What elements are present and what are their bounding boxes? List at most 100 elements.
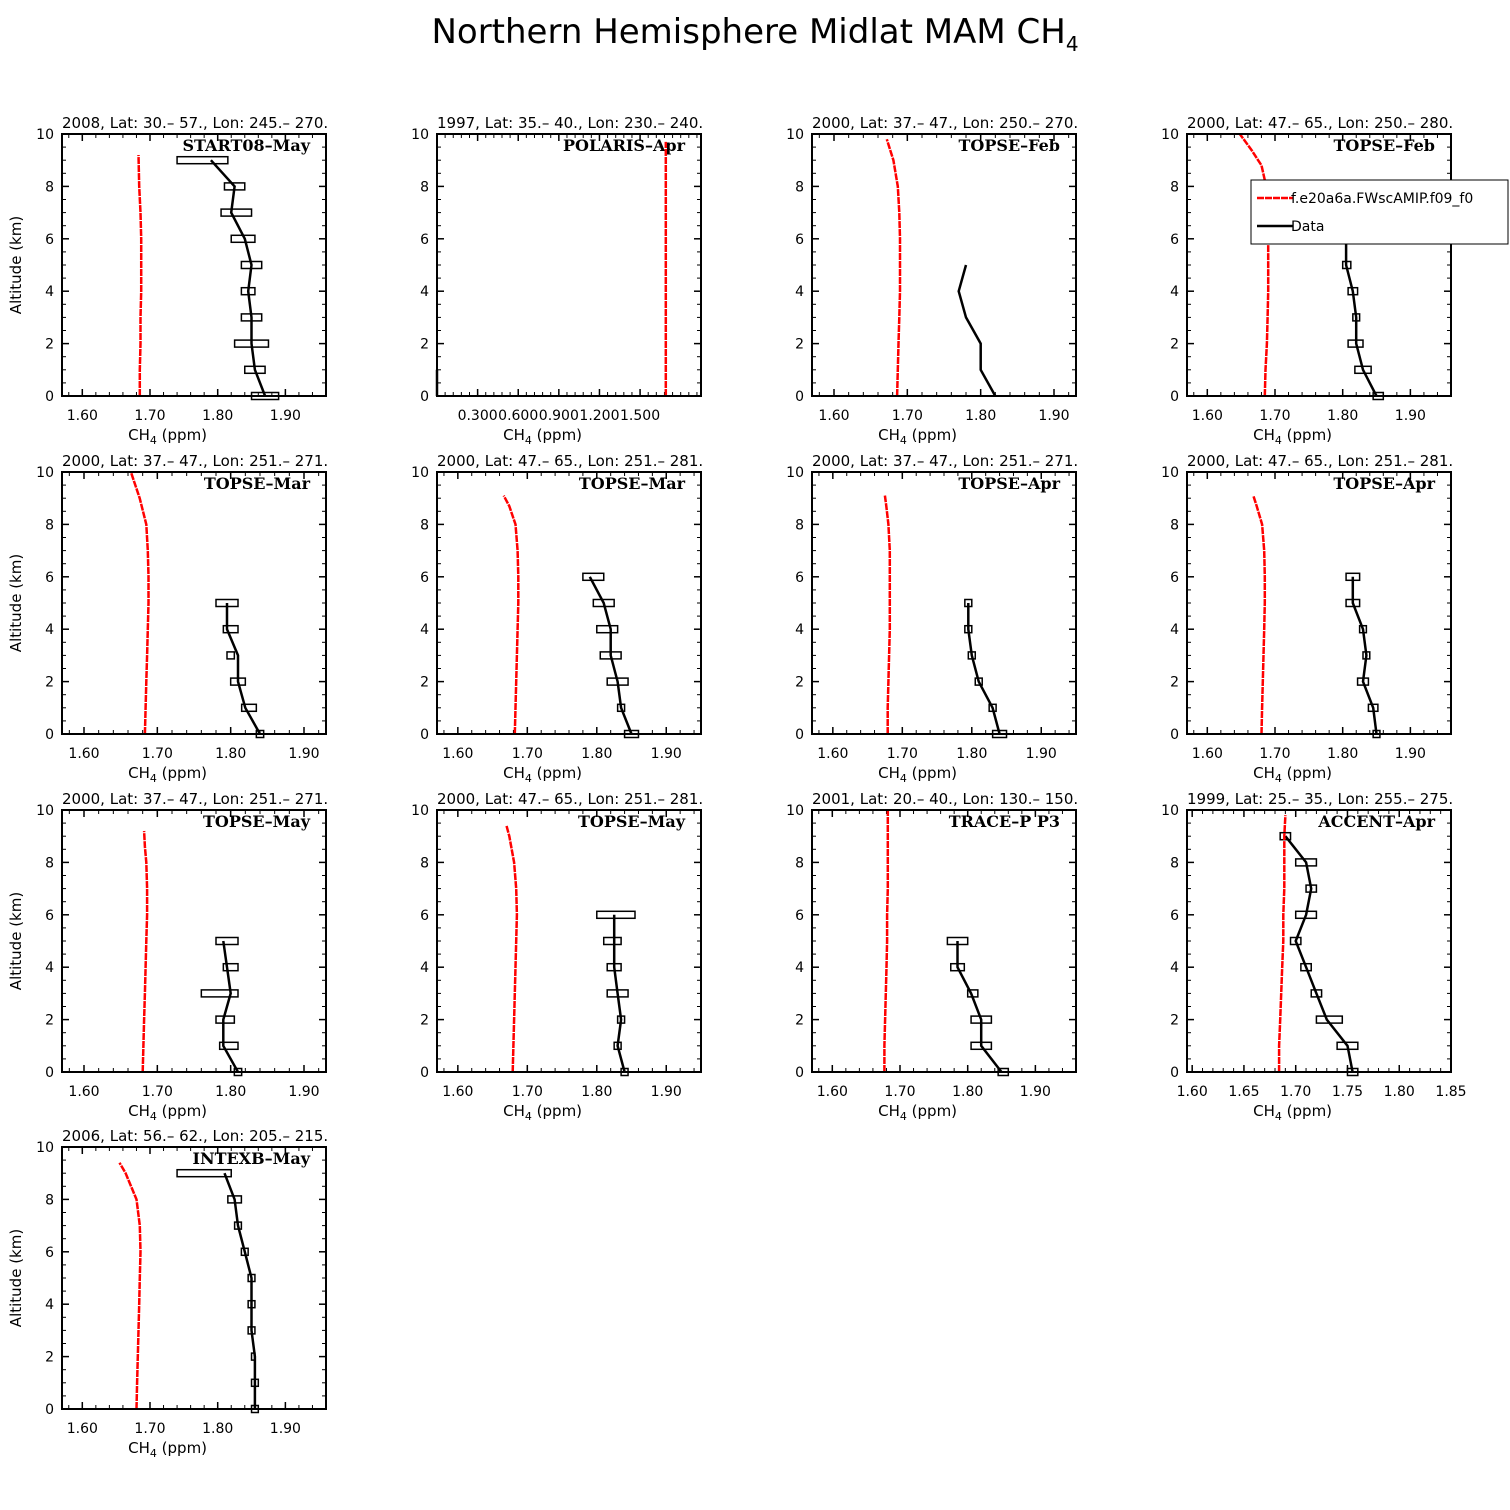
y-tick-label: 8 [1170, 855, 1179, 871]
x-tick-label: 1.80 [956, 746, 987, 762]
y-axis-label: Altitude (km) [7, 216, 25, 314]
data-series-line [1284, 835, 1354, 1073]
y-tick-label: 6 [45, 908, 54, 924]
plot-frame [61, 471, 327, 735]
x-tick-label: 1.60 [67, 1421, 98, 1437]
plot-frame [436, 133, 702, 397]
main-title-subscript: 4 [1065, 31, 1079, 56]
x-tick-label: 1.70 [892, 408, 923, 424]
y-tick-label: 2 [45, 337, 54, 353]
panel-campaign-label: POLARIS–Apr [563, 136, 686, 155]
y-tick-label: 4 [795, 960, 804, 976]
x-tick-label: 1.90 [1395, 746, 1426, 762]
chart-panel-8: 2000, Lat: 37.– 47., Lon: 251.– 271. TOPS… [7, 790, 328, 1123]
x-axis-label: CH4 (ppm) [128, 426, 207, 447]
x-tick-label: 1.80 [202, 408, 233, 424]
x-tick-label: 1.70 [142, 1084, 173, 1100]
data-series-line [225, 603, 262, 735]
x-tick-label: 1.70 [142, 746, 173, 762]
x-tick-label: 1.70 [134, 1421, 165, 1437]
y-tick-label: 0 [795, 389, 804, 405]
model-series-line [1252, 495, 1267, 735]
x-tick-label: 1.90 [651, 1084, 682, 1100]
y-tick-label: 8 [795, 855, 804, 871]
y-tick-label: 10 [36, 465, 54, 481]
y-tick-label: 0 [420, 389, 429, 405]
panel-campaign-label: ACCENT–Apr [1317, 812, 1435, 831]
x-tick-label: 1.70 [134, 408, 165, 424]
data-range-box [200, 989, 239, 998]
model-series-line [1238, 133, 1270, 397]
x-tick-label: 1.90 [270, 408, 301, 424]
data-series-line [1344, 238, 1378, 397]
x-axis-label: CH4 (ppm) [1253, 426, 1332, 447]
data-range-box [582, 572, 605, 582]
plot-frame [811, 133, 1077, 397]
data-range-box [1310, 989, 1323, 998]
y-tick-label: 8 [45, 179, 54, 195]
x-axis-label: CH4 (ppm) [128, 1439, 207, 1460]
data-range-box [176, 155, 229, 165]
data-range-box [220, 208, 253, 217]
model-series-line [141, 830, 149, 1073]
x-tick-label: 1.60 [442, 1084, 473, 1100]
x-tick-label: 0.600 [498, 408, 538, 424]
panel-header: 1997, Lat: 35.– 40., Lon: 230.– 240. [437, 114, 703, 132]
y-tick-label: 8 [1170, 517, 1179, 533]
y-tick-label: 2 [1170, 337, 1179, 353]
y-tick-label: 6 [45, 1245, 54, 1261]
panel-campaign-label: TOPSE–Feb [1334, 136, 1435, 155]
y-tick-label: 8 [45, 855, 54, 871]
x-tick-label: 1.70 [1280, 1084, 1311, 1100]
x-tick-label: 0.900 [539, 408, 579, 424]
model-series-line [885, 138, 902, 397]
x-tick-label: 1.60 [818, 408, 849, 424]
y-tick-label: 10 [36, 127, 54, 143]
y-tick-label: 2 [1170, 1013, 1179, 1029]
y-tick-label: 10 [1161, 127, 1179, 143]
panel-header: 2000, Lat: 37.– 47., Lon: 251.– 271. [62, 790, 328, 808]
panel-header: 2000, Lat: 47.– 65., Lon: 251.– 281. [437, 452, 703, 470]
x-tick-label: 1.60 [68, 1084, 99, 1100]
plot-frame [436, 809, 702, 1073]
panel-campaign-label: TOPSE–May [203, 812, 311, 831]
x-tick-label: 1.90 [651, 746, 682, 762]
y-tick-label: 4 [45, 622, 54, 638]
x-tick-label: 1.60 [1192, 746, 1223, 762]
x-tick-label: 1.70 [1259, 746, 1290, 762]
x-tick-label: 1.90 [1026, 746, 1057, 762]
x-tick-label: 1.60 [442, 746, 473, 762]
x-tick-label: 1.60 [817, 746, 848, 762]
y-tick-label: 10 [411, 803, 429, 819]
x-tick-label: 1.80 [581, 746, 612, 762]
x-axis-label: CH4 (ppm) [1253, 764, 1332, 785]
x-tick-label: 1.80 [581, 1084, 612, 1100]
plot-frame [811, 809, 1077, 1073]
y-tick-label: 4 [1170, 284, 1179, 300]
panel-header: 2000, Lat: 47.– 65., Lon: 251.– 281. [437, 790, 703, 808]
model-series-line [129, 471, 150, 735]
x-axis-label: CH4 (ppm) [503, 1102, 582, 1123]
y-tick-label: 6 [420, 232, 429, 248]
y-tick-label: 4 [45, 284, 54, 300]
y-tick-label: 0 [45, 1065, 54, 1081]
y-tick-label: 2 [420, 1013, 429, 1029]
legend-box [1250, 179, 1509, 245]
data-range-box [1289, 936, 1302, 946]
y-tick-label: 10 [786, 127, 804, 143]
data-series-line [223, 1172, 257, 1409]
model-series-line [137, 154, 143, 396]
x-axis-label: CH4 (ppm) [878, 426, 957, 447]
y-axis-label: Altitude (km) [7, 1229, 25, 1327]
y-tick-label: 2 [795, 1013, 804, 1029]
x-tick-label: 1.90 [270, 1421, 301, 1437]
y-tick-label: 10 [1161, 803, 1179, 819]
data-range-box [596, 910, 636, 920]
panel-campaign-label: INTEXB–May [192, 1149, 310, 1168]
y-tick-label: 6 [45, 232, 54, 248]
data-range-box [176, 1168, 232, 1178]
x-tick-label: 1.70 [884, 1084, 915, 1100]
y-tick-label: 4 [45, 960, 54, 976]
model-series-line [883, 810, 890, 1072]
x-tick-label: 1.80 [952, 1084, 983, 1100]
